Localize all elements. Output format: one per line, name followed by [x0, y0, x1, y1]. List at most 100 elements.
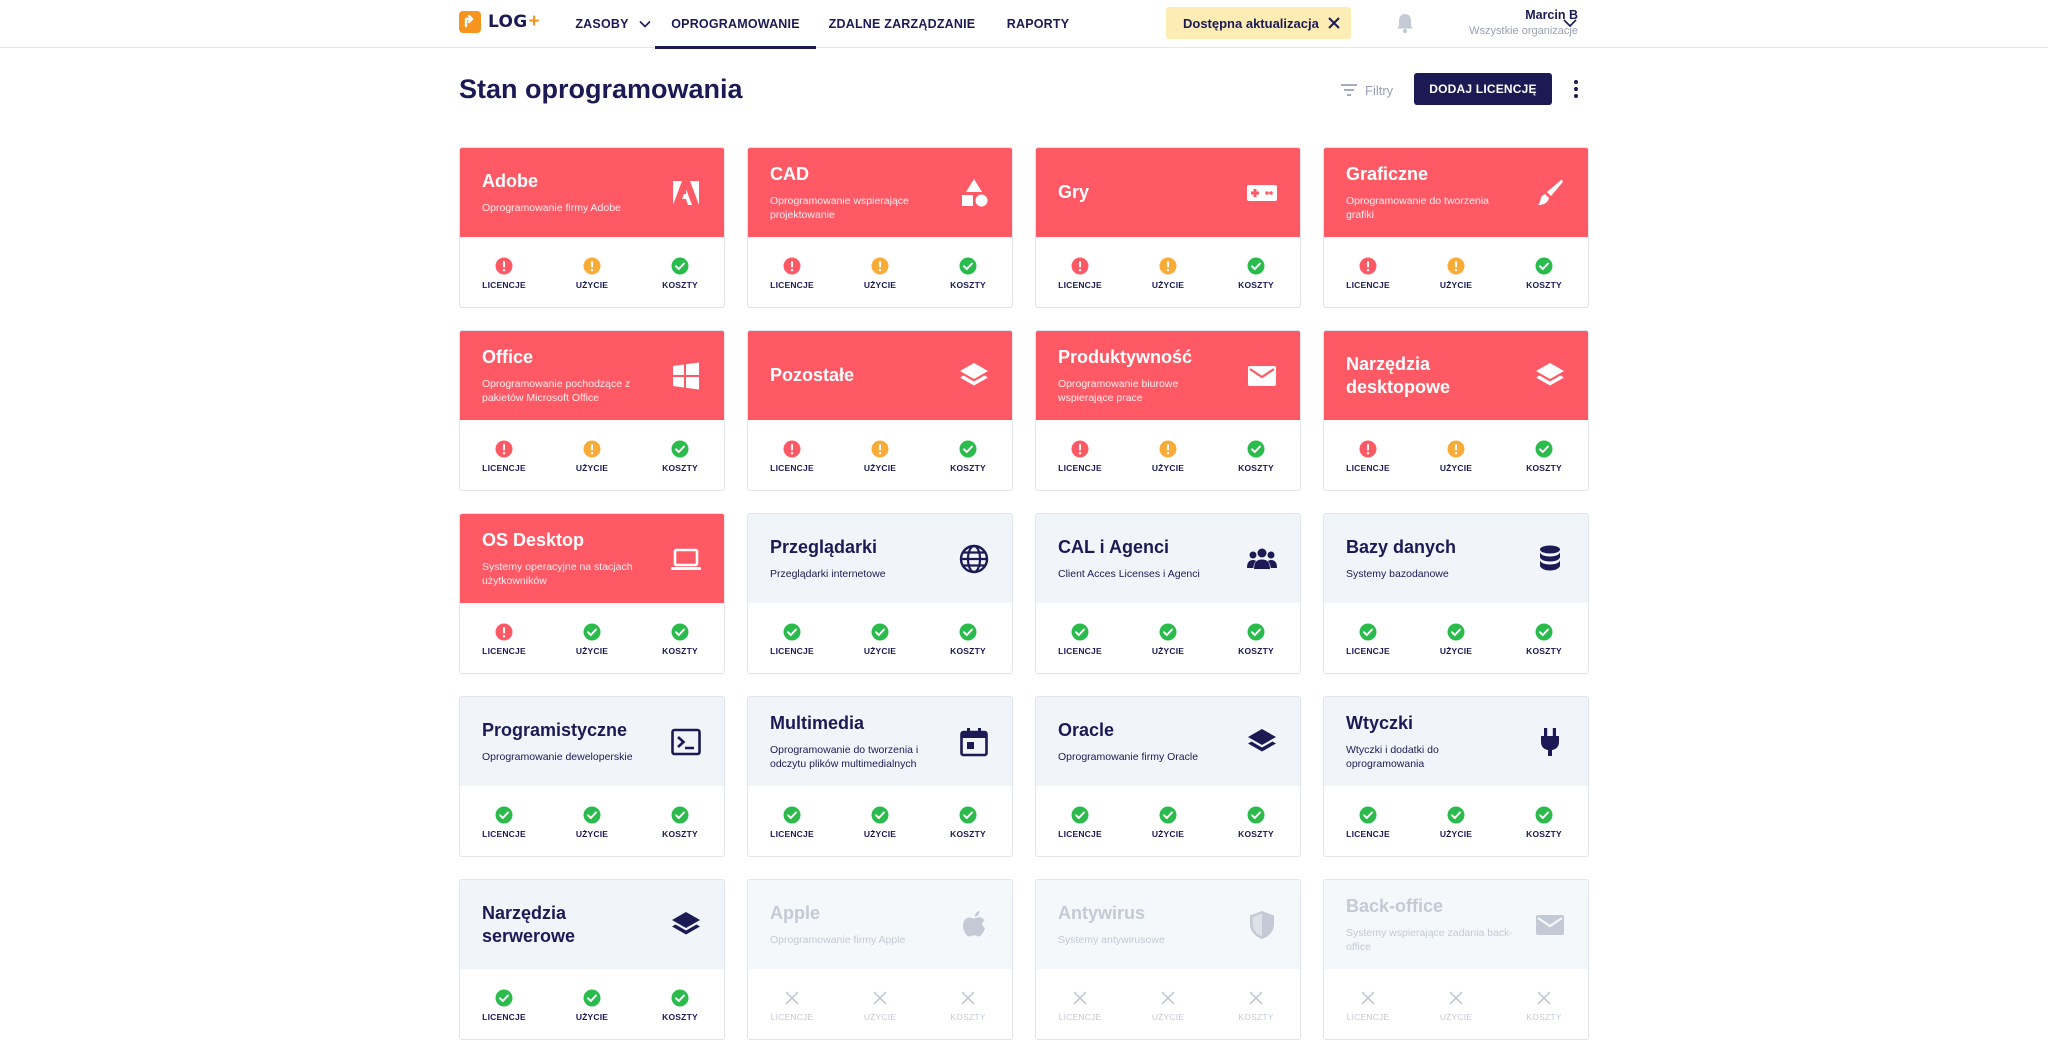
metric-licenses: LICENCJE [1324, 603, 1412, 673]
error-status-icon [1359, 440, 1377, 457]
card-description: Systemy antywirusowe [1058, 934, 1165, 946]
category-card[interactable]: Multimedia Oprogramowanie do tworzenia i … [747, 696, 1013, 857]
metric-costs: KOSZTY [1500, 237, 1588, 307]
metric-label: UŻYCIE [1439, 1011, 1473, 1022]
check-status-icon [583, 806, 601, 823]
metric-costs: KOSZTY [1500, 603, 1588, 673]
layers-icon [1536, 362, 1564, 385]
metric-licenses: LICENCJE [1036, 969, 1124, 1039]
metric-usage: UŻYCIE [836, 603, 924, 673]
category-card[interactable]: Produktywność Oprogramowanie biurowe wspi… [1035, 330, 1301, 491]
plug-icon [1541, 727, 1559, 756]
brush-icon [1538, 179, 1563, 205]
card-description: Oprogramowanie firmy Apple [770, 934, 906, 946]
category-card[interactable]: Pozostałe LICENCJE UŻYCIE KOSZTY [747, 330, 1013, 491]
metric-usage: UŻYCIE [1412, 420, 1500, 490]
metric-costs: KOSZTY [924, 969, 1012, 1039]
category-card[interactable]: Gry LICENCJE UŻYCIE KOSZTY [1035, 147, 1301, 308]
metric-label: UŻYCIE [575, 462, 609, 473]
check-status-icon [959, 806, 977, 823]
metric-label: LICENCJE [770, 462, 814, 473]
category-card[interactable]: Narzędzia serwerowe LICENCJE UŻYCIE KOSZ… [459, 879, 725, 1040]
user-menu[interactable]: Marcin B Wszystkie organizacje [1469, 8, 1578, 37]
nav-label: RAPORTY [1006, 17, 1070, 31]
card-title: Pozostałe [770, 365, 855, 385]
metric-label: KOSZTY [662, 462, 698, 473]
metric-licenses: LICENCJE [460, 969, 548, 1039]
check-status-icon [1247, 623, 1265, 640]
app-logo[interactable]: LOG + [459, 10, 540, 34]
metric-label: LICENCJE [1058, 645, 1102, 656]
metric-licenses: LICENCJE [1324, 420, 1412, 490]
more-options-icon[interactable] [1568, 78, 1584, 100]
close-icon[interactable] [1327, 16, 1341, 30]
warning-status-icon [583, 440, 601, 457]
category-card[interactable]: Narzędzia desktopowe LICENCJE UŻYCIE KOS… [1323, 330, 1589, 491]
nav-oprogramowanie[interactable]: OPROGRAMOWANIE [655, 0, 816, 49]
globe-icon [959, 544, 989, 573]
card-description: Systemy operacyjne na stacjach użytkowni… [482, 561, 633, 587]
category-card[interactable]: CAD Oprogramowanie wspierające projektowa… [747, 147, 1013, 308]
card-metrics: LICENCJE UŻYCIE KOSZTY [1324, 969, 1588, 1039]
check-status-icon [1447, 623, 1465, 640]
logo-text: LOG [488, 12, 528, 32]
check-status-icon [1159, 623, 1177, 640]
metric-usage: UŻYCIE [836, 237, 924, 307]
card-description: Oprogramowanie pochodzące z pakietów Mic… [482, 378, 631, 404]
unavailable-status-icon [961, 990, 975, 1005]
card-metrics: LICENCJE UŻYCIE KOSZTY [1324, 603, 1588, 673]
unavailable-status-icon [1361, 990, 1375, 1005]
check-status-icon [1359, 623, 1377, 640]
category-card[interactable]: OS Desktop Systemy operacyjne na stacjach… [459, 513, 725, 674]
nav-raporty[interactable]: RAPORTY [996, 0, 1080, 48]
category-card[interactable]: Graficzne Oprogramowanie do tworzenia gra… [1323, 147, 1589, 308]
category-card[interactable]: CAL i Agenci Client Acces Licenses i Agen… [1035, 513, 1301, 674]
metric-licenses: LICENCJE [748, 237, 836, 307]
category-card[interactable]: Wtyczki Wtyczki i dodatki do oprogramowan… [1323, 696, 1589, 857]
metric-costs: KOSZTY [924, 603, 1012, 673]
card-metrics: LICENCJE UŻYCIE KOSZTY [460, 420, 724, 490]
chevron-down-icon [639, 20, 651, 28]
category-card[interactable]: Programistyczne Oprogramowanie dewelopers… [459, 696, 725, 857]
metric-licenses: LICENCJE [460, 420, 548, 490]
bell-icon[interactable] [1395, 12, 1415, 34]
category-card[interactable]: Adobe Oprogramowanie firmy Adobe LICENCJE… [459, 147, 725, 308]
check-status-icon [671, 806, 689, 823]
category-card: Back-office Systemy wspierające zadania b… [1323, 879, 1589, 1040]
add-license-button[interactable]: DODAJ LICENCJĘ [1414, 73, 1552, 105]
filters-button[interactable]: Filtry [1340, 79, 1393, 101]
check-status-icon [671, 440, 689, 457]
update-available-badge[interactable]: Dostępna aktualizacja [1166, 7, 1351, 39]
category-card[interactable]: Oracle Oprogramowanie firmy Oracle LICENC… [1035, 696, 1301, 857]
check-status-icon [1159, 806, 1177, 823]
metric-label: UŻYCIE [1151, 828, 1185, 839]
card-metrics: LICENCJE UŻYCIE KOSZTY [748, 603, 1012, 673]
category-card[interactable]: Bazy danych Systemy bazodanowe LICENCJE U… [1323, 513, 1589, 674]
card-description: Oprogramowanie deweloperskie [482, 751, 633, 763]
unavailable-status-icon [1449, 990, 1463, 1005]
metric-licenses: LICENCJE [1036, 603, 1124, 673]
nav-zdalne-zarzadzanie[interactable]: ZDALNE ZARZĄDZANIE [828, 0, 976, 48]
card-header: Gry [1036, 148, 1300, 237]
metric-label: KOSZTY [1526, 645, 1562, 656]
metric-label: UŻYCIE [575, 1011, 609, 1022]
card-metrics: LICENCJE UŻYCIE KOSZTY [460, 786, 724, 856]
users-icon [1247, 548, 1277, 569]
category-card[interactable]: Przeglądarki Przeglądarki internetowe LIC… [747, 513, 1013, 674]
unavailable-status-icon [785, 990, 799, 1005]
category-card[interactable]: Office Oprogramowanie pochodzące z pakiet… [459, 330, 725, 491]
metric-costs: KOSZTY [924, 786, 1012, 856]
nav-zasoby[interactable]: ZASOBY [565, 0, 661, 48]
check-status-icon [495, 806, 513, 823]
card-metrics: LICENCJE UŻYCIE KOSZTY [1036, 603, 1300, 673]
metric-label: KOSZTY [662, 645, 698, 656]
card-description: Oprogramowanie do tworzenia grafiki [1346, 195, 1489, 221]
chevron-down-icon[interactable] [1562, 15, 1578, 31]
warning-status-icon [583, 257, 601, 274]
check-status-icon [1247, 257, 1265, 274]
metric-label: LICENCJE [770, 279, 814, 290]
card-header: Multimedia Oprogramowanie do tworzenia i … [748, 697, 1012, 786]
error-status-icon [1359, 257, 1377, 274]
database-icon [1540, 545, 1560, 570]
metric-usage: UŻYCIE [1412, 603, 1500, 673]
